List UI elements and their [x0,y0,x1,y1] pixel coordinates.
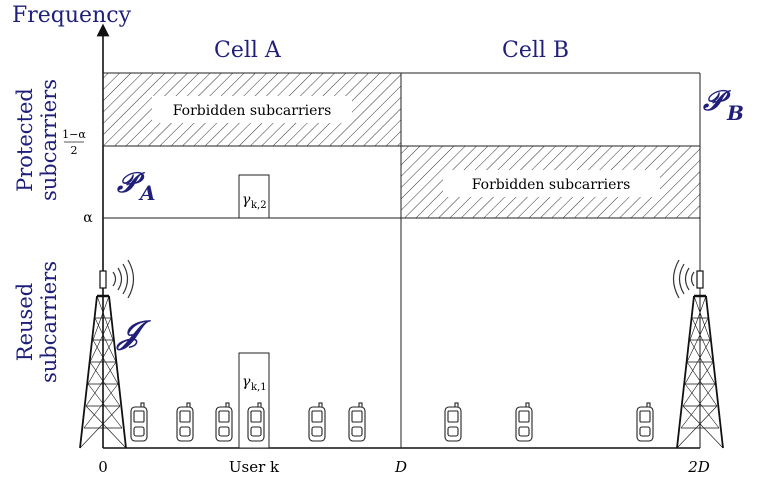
y-tick-fraction: 1−α 2 [62,128,86,157]
interference-symbol: 𝒥 [116,313,151,351]
svg-text:1−α: 1−α [62,128,86,141]
svg-text:Cell A: Cell A [214,38,282,63]
power-set-b-label: 𝒫 B [702,84,744,125]
svg-text:subcarriers: subcarriers [37,79,61,201]
mobile-phone-icon [308,402,326,442]
cell-b-label: Cell B [502,38,569,63]
mobile-phone-icon [215,402,233,442]
svg-text:A: A [138,181,156,205]
mobile-phone-icon [515,402,533,442]
mobile-phone-icon [636,402,654,442]
x-tick-user-k: User k [229,458,280,476]
gamma-k2-box: γ k,2 [238,174,270,219]
svg-text:k,1: k,1 [251,382,267,393]
mobile-phone-icon [444,402,462,442]
signal-waves-icon [112,259,135,299]
protected-subcarriers-label: Protected subcarriers [13,79,61,201]
svg-text:γ: γ [242,374,251,390]
svg-text:Protected: Protected [13,88,37,192]
cell-tower-icon [676,270,724,449]
mobile-phone-icon [130,402,148,442]
svg-text:γ: γ [242,192,251,208]
cell-a-label: Cell A [214,38,282,63]
signal-waves-icon [672,259,695,299]
cell-tower-icon [79,270,127,449]
forbidden-label-a: Forbidden subcarriers [173,103,332,119]
svg-text:Cell B: Cell B [502,38,569,63]
svg-text:k,2: k,2 [251,200,267,211]
reused-subcarriers-label: Reused subcarriers [13,261,61,383]
svg-text:subcarriers: subcarriers [37,261,61,383]
svg-text:B: B [726,101,744,125]
x-tick-2d: 2D [687,458,710,476]
mobile-phone-icon [176,402,194,442]
x-tick-zero: 0 [98,458,108,476]
y-axis-title: Frequency [12,3,132,28]
svg-text:2: 2 [71,144,78,157]
x-tick-d: D [394,458,407,476]
mobile-phone-icon [348,402,366,442]
power-set-a-label: 𝒫 A [116,166,156,205]
mobile-phone-icon [247,402,265,442]
forbidden-label-b: Forbidden subcarriers [472,177,631,193]
y-tick-alpha: α [83,210,93,226]
svg-text:Reused: Reused [13,283,37,361]
